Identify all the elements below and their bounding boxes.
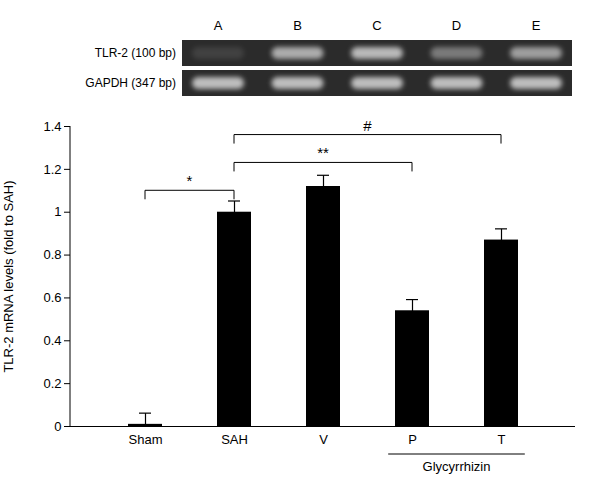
svg-text:TLR-2 mRNA levels (fold to SAH: TLR-2 mRNA levels (fold to SAH) (1, 180, 16, 372)
svg-text:B: B (293, 18, 302, 33)
svg-text:P: P (408, 432, 417, 447)
svg-text:1.2: 1.2 (43, 162, 61, 177)
svg-text:E: E (532, 18, 541, 33)
svg-text:Glycyrrhizin: Glycyrrhizin (423, 459, 491, 474)
svg-text:1: 1 (54, 204, 61, 219)
svg-text:GAPDH (347 bp): GAPDH (347 bp) (85, 76, 176, 90)
svg-text:T: T (498, 432, 506, 447)
svg-text:Sham: Sham (129, 432, 163, 447)
svg-text:*: * (187, 172, 193, 189)
svg-text:C: C (372, 18, 381, 33)
svg-text:SAH: SAH (221, 432, 248, 447)
svg-text:A: A (214, 18, 223, 33)
svg-text:0.8: 0.8 (43, 247, 61, 262)
svg-text:0: 0 (54, 419, 61, 434)
svg-text:0.4: 0.4 (43, 333, 61, 348)
svg-text:D: D (452, 18, 461, 33)
svg-text:0.6: 0.6 (43, 290, 61, 305)
svg-text:V: V (319, 432, 328, 447)
svg-text:1.4: 1.4 (43, 119, 61, 134)
svg-text:#: # (363, 117, 372, 134)
svg-text:TLR-2 (100 bp): TLR-2 (100 bp) (95, 46, 176, 60)
svg-text:**: ** (317, 144, 329, 161)
svg-text:0.2: 0.2 (43, 376, 61, 391)
